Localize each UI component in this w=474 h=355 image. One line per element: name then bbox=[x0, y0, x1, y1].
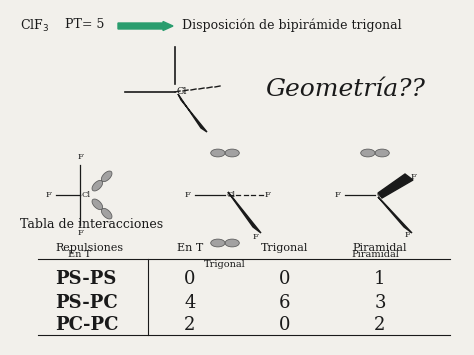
Text: 4: 4 bbox=[184, 294, 196, 312]
Text: PT= 5: PT= 5 bbox=[65, 18, 104, 31]
Text: F: F bbox=[77, 153, 83, 161]
Ellipse shape bbox=[211, 239, 225, 247]
Text: Repulsiones: Repulsiones bbox=[55, 243, 123, 253]
Text: Trigonal: Trigonal bbox=[261, 243, 309, 253]
Ellipse shape bbox=[211, 149, 225, 157]
Text: Trigonal: Trigonal bbox=[204, 260, 246, 269]
Text: Tabla de interacciones: Tabla de interacciones bbox=[20, 218, 163, 231]
Ellipse shape bbox=[92, 180, 103, 191]
Text: Cl: Cl bbox=[82, 191, 91, 199]
Text: F: F bbox=[410, 173, 416, 181]
Ellipse shape bbox=[375, 149, 389, 157]
Polygon shape bbox=[228, 192, 261, 233]
Ellipse shape bbox=[101, 171, 112, 182]
Text: 6: 6 bbox=[279, 294, 291, 312]
Text: Geometría??: Geometría?? bbox=[265, 78, 425, 102]
Text: Cl: Cl bbox=[177, 87, 188, 97]
Polygon shape bbox=[378, 197, 412, 233]
Text: ClF$_3$: ClF$_3$ bbox=[20, 18, 49, 34]
Text: F: F bbox=[184, 191, 190, 199]
Text: F: F bbox=[404, 231, 410, 239]
Text: F: F bbox=[252, 233, 258, 241]
Text: Piramidal: Piramidal bbox=[351, 250, 399, 259]
Text: 1: 1 bbox=[374, 270, 386, 288]
Text: Cl: Cl bbox=[227, 191, 236, 199]
Text: 2: 2 bbox=[184, 316, 196, 334]
Text: 0: 0 bbox=[279, 270, 291, 288]
Text: F: F bbox=[264, 191, 270, 199]
Text: F: F bbox=[45, 191, 51, 199]
Text: Disposición de bipirámide trigonal: Disposición de bipirámide trigonal bbox=[182, 18, 401, 32]
Ellipse shape bbox=[225, 239, 239, 247]
Text: En T: En T bbox=[68, 250, 91, 259]
Ellipse shape bbox=[92, 199, 103, 210]
Text: 0: 0 bbox=[184, 270, 196, 288]
Text: F: F bbox=[77, 229, 83, 237]
Text: 0: 0 bbox=[279, 316, 291, 334]
Text: 3: 3 bbox=[374, 294, 386, 312]
Text: PS-PC: PS-PC bbox=[55, 294, 118, 312]
Text: Cl: Cl bbox=[377, 191, 386, 199]
Text: PS-PS: PS-PS bbox=[55, 270, 117, 288]
Ellipse shape bbox=[225, 149, 239, 157]
Text: F: F bbox=[334, 191, 340, 199]
Text: En T: En T bbox=[177, 243, 203, 253]
Ellipse shape bbox=[361, 149, 375, 157]
Polygon shape bbox=[378, 174, 413, 198]
Ellipse shape bbox=[101, 208, 112, 219]
Polygon shape bbox=[178, 94, 207, 132]
Text: 2: 2 bbox=[374, 316, 386, 334]
Text: PC-PC: PC-PC bbox=[55, 316, 118, 334]
Text: Piramidal: Piramidal bbox=[353, 243, 407, 253]
FancyArrow shape bbox=[118, 22, 173, 31]
